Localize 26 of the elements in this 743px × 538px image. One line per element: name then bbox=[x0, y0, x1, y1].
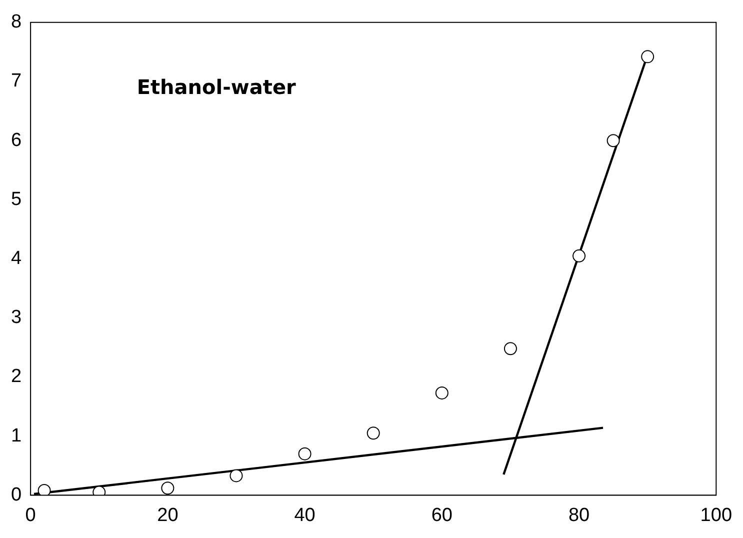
y-tick-label: 1 bbox=[10, 425, 22, 446]
x-tick-label: 0 bbox=[25, 504, 36, 526]
point bbox=[641, 50, 654, 64]
point bbox=[161, 482, 174, 495]
point bbox=[230, 469, 243, 482]
x-tick-label: 20 bbox=[157, 504, 178, 526]
x-tick-label: 40 bbox=[294, 504, 316, 526]
point bbox=[366, 426, 380, 440]
point bbox=[298, 447, 312, 460]
point bbox=[606, 134, 620, 148]
y-tick-label: 3 bbox=[10, 307, 22, 328]
y-tick-label: 0 bbox=[10, 484, 22, 506]
point bbox=[572, 249, 586, 262]
point bbox=[38, 484, 51, 496]
y-tick-label: 8 bbox=[10, 12, 22, 33]
x-tick-label: 80 bbox=[568, 504, 590, 526]
y-tick-label: 7 bbox=[10, 70, 22, 92]
y-tick-label: 4 bbox=[10, 248, 22, 270]
point bbox=[435, 386, 448, 400]
x-tick-label: 100 bbox=[700, 504, 732, 526]
x-tick-label: 60 bbox=[431, 504, 452, 526]
y-tick-label: 2 bbox=[10, 366, 22, 388]
y-tick-label: 6 bbox=[10, 130, 22, 151]
annotation: Ethanol-water bbox=[136, 74, 296, 99]
y-tick-label: 5 bbox=[10, 188, 22, 210]
point bbox=[504, 342, 517, 356]
